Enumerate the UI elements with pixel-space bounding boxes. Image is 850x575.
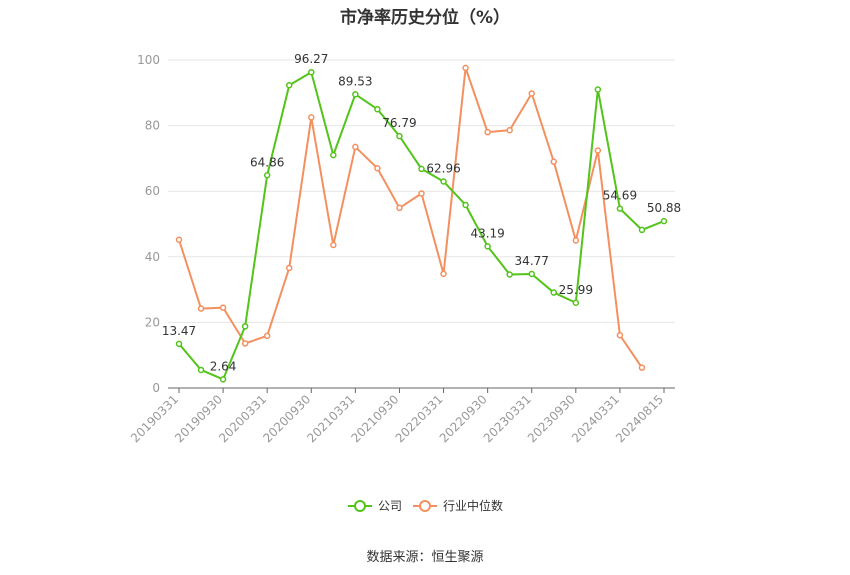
data-label: 13.47 xyxy=(162,324,196,338)
data-label: 50.88 xyxy=(647,201,681,215)
data-point xyxy=(175,236,183,243)
data-point xyxy=(330,151,337,159)
data-label: 34.77 xyxy=(515,254,549,268)
data-point xyxy=(285,82,293,89)
data-point xyxy=(594,147,602,154)
data-label: 96.27 xyxy=(294,52,328,66)
data-point xyxy=(660,217,668,225)
data-point xyxy=(374,164,381,172)
y-tick-label: 0 xyxy=(152,381,160,395)
data-point xyxy=(197,366,205,374)
data-point xyxy=(462,201,469,209)
data-point xyxy=(219,304,227,311)
data-point xyxy=(308,114,315,121)
data-point xyxy=(638,364,646,371)
data-label: 64.86 xyxy=(250,155,284,169)
data-point xyxy=(572,237,580,244)
data-point xyxy=(352,143,359,151)
data-point xyxy=(484,243,491,250)
y-tick-label: 80 xyxy=(145,119,160,133)
data-point xyxy=(418,190,425,197)
data-point xyxy=(219,376,227,383)
data-point xyxy=(285,264,293,272)
data-point xyxy=(241,323,249,330)
data-point xyxy=(440,270,447,278)
data-point xyxy=(396,204,403,212)
data-point xyxy=(241,340,249,347)
data-point xyxy=(418,165,425,173)
data-label: 89.53 xyxy=(338,74,372,88)
series-line-company xyxy=(178,71,665,381)
series-line-industry-median xyxy=(178,66,643,369)
data-point xyxy=(484,128,491,136)
data-point xyxy=(374,105,381,113)
data-point xyxy=(528,270,535,278)
data-source: 数据来源：恒生聚源 xyxy=(366,550,484,565)
data-point xyxy=(594,86,602,93)
data-label: 43.19 xyxy=(470,226,504,240)
data-point xyxy=(352,91,359,98)
data-label: 76.79 xyxy=(382,116,416,130)
legend-label: 公司 xyxy=(378,499,402,513)
data-point xyxy=(638,226,646,234)
data-point xyxy=(396,132,403,140)
chart-title: 市净率历史分位（%） xyxy=(339,8,511,28)
data-point xyxy=(616,331,624,339)
legend-marker xyxy=(419,500,431,512)
data-point xyxy=(263,172,271,179)
data-point xyxy=(528,90,535,97)
legend-label: 行业中位数 xyxy=(443,498,503,513)
data-point xyxy=(506,126,513,134)
data-point xyxy=(440,178,447,185)
data-point xyxy=(263,332,271,340)
data-point xyxy=(506,271,513,278)
data-label: 62.96 xyxy=(426,161,460,175)
x-tick-label: 20240815 xyxy=(613,392,666,445)
data-point xyxy=(308,68,315,76)
y-tick-label: 40 xyxy=(145,250,160,264)
data-point xyxy=(550,158,558,165)
data-point xyxy=(197,305,205,312)
data-label: 25.99 xyxy=(559,283,593,297)
data-point xyxy=(616,205,624,212)
data-point xyxy=(572,299,580,307)
data-point xyxy=(175,340,183,348)
data-label: 2.64 xyxy=(210,359,237,373)
y-tick-label: 20 xyxy=(145,315,160,329)
data-point xyxy=(330,241,337,249)
legend-marker xyxy=(354,500,366,512)
y-tick-label: 60 xyxy=(145,184,160,198)
data-label: 54.69 xyxy=(603,189,637,203)
y-tick-label: 100 xyxy=(137,53,160,67)
data-point xyxy=(462,64,469,72)
data-point xyxy=(550,289,558,296)
